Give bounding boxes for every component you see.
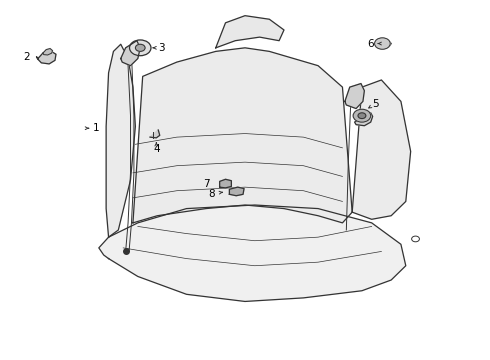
- Polygon shape: [150, 130, 160, 138]
- Text: 2: 2: [24, 52, 30, 62]
- Text: 6: 6: [368, 39, 374, 49]
- Polygon shape: [229, 187, 244, 196]
- Polygon shape: [133, 48, 352, 223]
- Text: 4: 4: [153, 144, 160, 154]
- Text: 5: 5: [372, 99, 379, 109]
- Text: 7: 7: [203, 179, 209, 189]
- Polygon shape: [345, 84, 365, 109]
- Text: 1: 1: [93, 123, 99, 133]
- Text: 8: 8: [209, 189, 215, 199]
- Circle shape: [129, 40, 151, 56]
- Polygon shape: [106, 44, 135, 237]
- Polygon shape: [355, 113, 373, 126]
- Polygon shape: [379, 41, 391, 48]
- Polygon shape: [352, 80, 411, 219]
- Circle shape: [374, 38, 390, 49]
- Polygon shape: [220, 179, 231, 188]
- Circle shape: [135, 44, 145, 51]
- Polygon shape: [43, 49, 52, 55]
- Circle shape: [358, 113, 366, 118]
- Polygon shape: [121, 41, 140, 66]
- Circle shape: [353, 109, 371, 122]
- Polygon shape: [99, 205, 406, 301]
- Polygon shape: [36, 51, 56, 64]
- Text: 3: 3: [158, 43, 165, 53]
- Polygon shape: [216, 16, 284, 48]
